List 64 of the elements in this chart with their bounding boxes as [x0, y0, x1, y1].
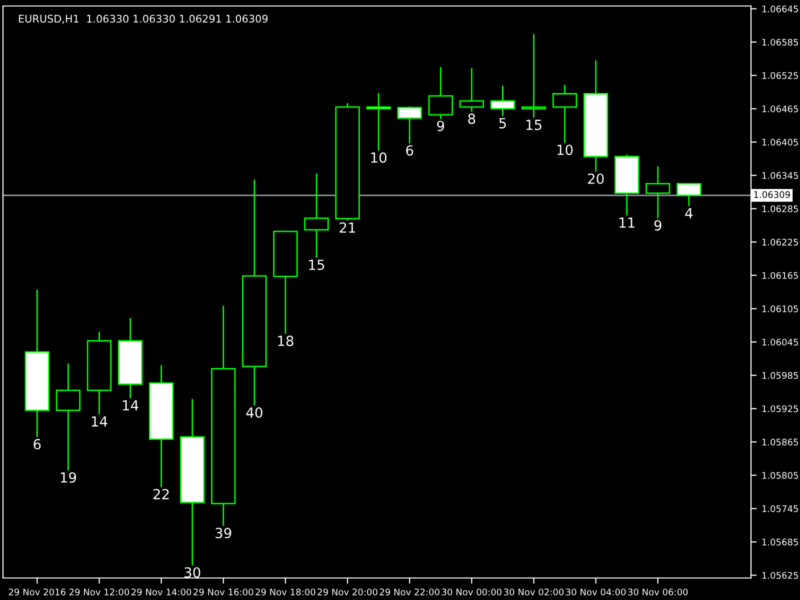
x-tick-label: 30 Nov 04:00 [566, 588, 626, 596]
x-tick-label: 30 Nov 06:00 [628, 588, 688, 596]
candlestick [366, 93, 391, 151]
y-tick-label: 1.06225 [762, 238, 798, 246]
text: 10 [371, 152, 386, 163]
x-tick-label: 30 Nov 00:00 [442, 588, 502, 596]
y-tick-label: 1.06645 [762, 6, 798, 12]
y-tick-label: 1.06405 [762, 138, 798, 146]
y-tick-label: 1.06345 [762, 172, 798, 179]
y-tick-label: 1.05985 [762, 372, 798, 379]
text: 11 [620, 218, 634, 228]
x-tick-label: 30 Nov 02:00 [504, 588, 564, 596]
text: 9 [654, 220, 662, 231]
y-tick-label: 1.05745 [762, 505, 798, 512]
y-tick-label: 1.05925 [762, 405, 798, 412]
y-tick-label: 1.05625 [762, 572, 798, 579]
candlestick [304, 174, 329, 258]
x-tick-label: 29 Nov 20:00 [318, 588, 378, 596]
y-tick-label: 1.06585 [762, 38, 798, 46]
text: 14 [92, 416, 108, 426]
text: 9 [437, 120, 444, 132]
text: 8 [468, 113, 476, 124]
x-tick-label: 29 Nov 16:00 [194, 588, 254, 596]
ref-line-label: 1.06309 [754, 191, 790, 198]
text: EURUSD,H1 1.06330 1.06330 1.06291 1.06309 [18, 14, 268, 24]
text: 20 [588, 173, 604, 184]
y-tick-label: 1.05805 [762, 472, 798, 479]
y-tick-label: 1.05685 [762, 538, 798, 546]
x-tick-label: 29 Nov 14:00 [132, 588, 192, 596]
candlestick [646, 166, 670, 218]
text: 15 [526, 120, 542, 130]
text: 39 [216, 528, 232, 538]
candlestick [521, 34, 546, 118]
text: 40 [246, 407, 262, 418]
text: 21 [340, 222, 356, 233]
candlestick [552, 84, 578, 143]
x-tick-label: 29 Nov 2016 [8, 588, 66, 596]
text: 18 [278, 336, 294, 346]
text: 6 [406, 145, 414, 156]
y-tick-label: 1.05865 [762, 438, 798, 446]
text: 15 [309, 260, 324, 270]
x-tick-label: 29 Nov 18:00 [256, 588, 316, 596]
candlestick [459, 68, 484, 112]
y-tick-label: 1.06465 [762, 105, 798, 112]
text: 10 [557, 144, 573, 156]
text: 5 [499, 118, 506, 128]
y-tick-label: 1.06285 [762, 205, 798, 212]
text: 14 [122, 400, 138, 410]
y-tick-label: 1.06165 [762, 272, 798, 279]
y-tick-label: 1.06105 [762, 305, 798, 312]
candlestick [490, 86, 516, 116]
x-tick-label: 29 Nov 12:00 [69, 588, 130, 596]
candlestick [397, 106, 422, 144]
text: 4 [685, 208, 693, 218]
y-tick-label: 1.06525 [762, 72, 798, 79]
candlestick [428, 66, 453, 119]
text: 30 [184, 567, 200, 578]
candlestick [56, 364, 81, 470]
candlestick [676, 183, 702, 206]
text: 19 [60, 472, 76, 483]
y-tick-label: 1.06045 [762, 338, 798, 346]
text: 6 [34, 438, 41, 450]
x-tick-label: 29 Nov 22:00 [380, 588, 440, 596]
text: 22 [153, 488, 169, 500]
